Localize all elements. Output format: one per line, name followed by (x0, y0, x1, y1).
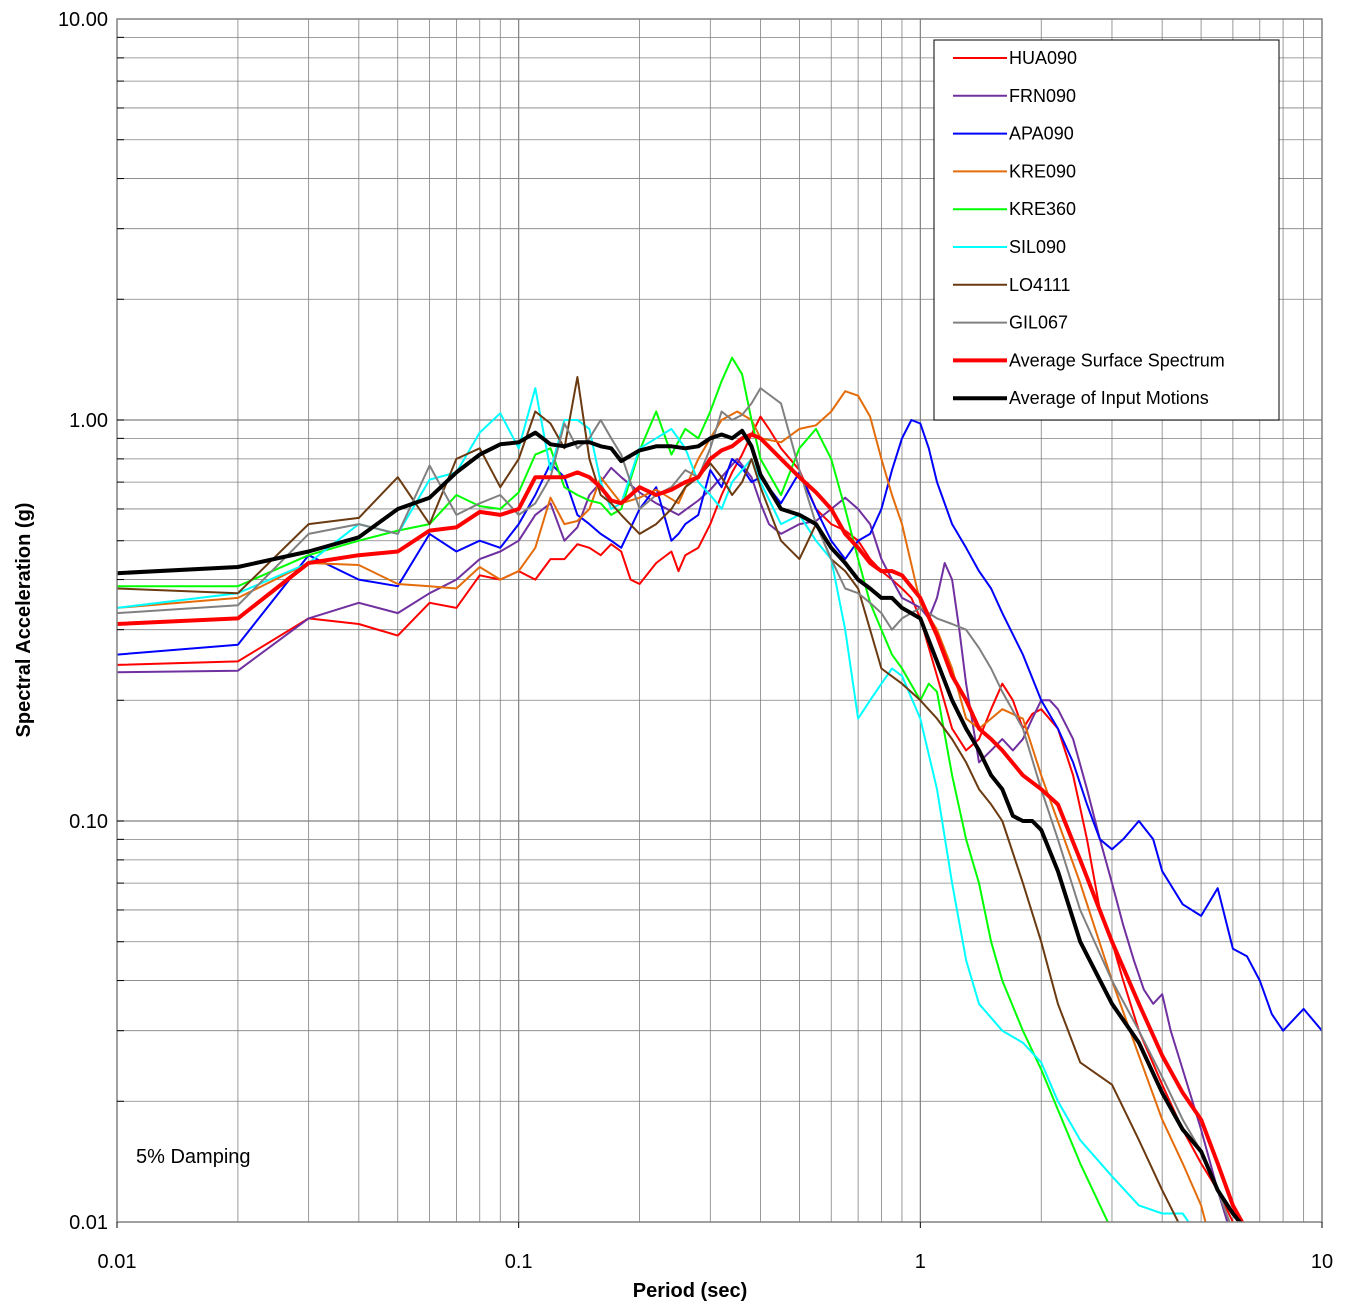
series-line-sil090 (117, 387, 1190, 1222)
series-line-frn090 (117, 457, 1229, 1222)
series-line-hua090 (117, 415, 1235, 1222)
series-line-apa090 (117, 419, 1322, 1032)
legend-label: KRE360 (1009, 199, 1076, 219)
damping-annotation: 5% Damping (136, 1146, 251, 1168)
legend-label: HUA090 (1009, 48, 1077, 68)
series-line-lo4111 (117, 376, 1180, 1222)
series-line-kre360 (117, 356, 1109, 1222)
legend-label: Average of Input Motions (1009, 388, 1209, 408)
legend-box (933, 39, 1280, 421)
y-tick-label: 0.10 (69, 811, 108, 833)
plot-area-border (116, 18, 1323, 1223)
x-tick-labels: 0.01 0.1 1 10 (98, 1251, 1334, 1273)
series-lines (117, 356, 1322, 1222)
y-axis-title: Spectral Acceleration (g) (13, 503, 35, 738)
legend-label: SIL090 (1009, 237, 1066, 257)
legend-label: APA090 (1009, 124, 1074, 144)
x-tick-label: 1 (915, 1251, 926, 1273)
y-tick-label: 0.01 (69, 1212, 108, 1234)
x-tick-label: 0.1 (505, 1251, 533, 1273)
series-line-gil067 (117, 387, 1231, 1222)
legend-label: LO4111 (1009, 275, 1070, 295)
legend-label: KRE090 (1009, 161, 1076, 181)
x-tick-label: 10 (1311, 1251, 1333, 1273)
x-tick-label: 0.01 (98, 1251, 137, 1273)
series-line-kre090 (117, 390, 1207, 1222)
x-axis-title: Period (sec) (633, 1280, 747, 1302)
legend-label: Average Surface Spectrum (1009, 350, 1225, 370)
legend-label: GIL067 (1009, 313, 1068, 333)
series-line-average-surface-spectrum (117, 432, 1245, 1222)
y-tick-label: 10.00 (58, 9, 108, 31)
series-line-average-of-input-motions (117, 428, 1243, 1222)
legend-label: FRN090 (1009, 86, 1076, 106)
y-tick-label: 1.00 (69, 410, 108, 432)
legend: HUA090 FRN090 APA090 KRE090 KRE360 SIL090 LO41… (933, 39, 1280, 421)
axis-ticks (116, 36, 1323, 1228)
y-tick-labels: 0.01 0.10 1.00 10.00 (58, 9, 108, 1234)
